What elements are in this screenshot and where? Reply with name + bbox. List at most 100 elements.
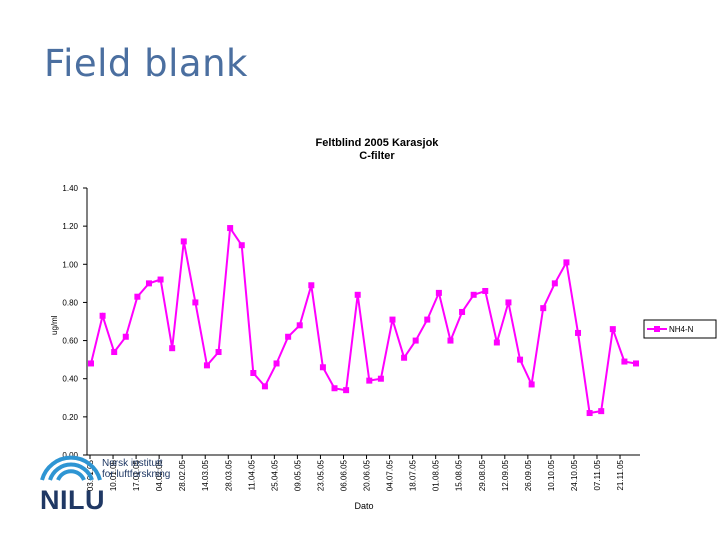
- data-point: [482, 287, 489, 294]
- data-point: [122, 333, 129, 340]
- data-point: [227, 225, 234, 232]
- x-tick-labels: 03.01.05 10.01.05 17.01.05 04.02.05 28.02.05…: [86, 459, 625, 491]
- data-point: [598, 408, 605, 415]
- y-tick-label: 1.40: [62, 184, 78, 193]
- x-tick-label: 06.06.05: [340, 459, 349, 491]
- y-axis-label: ug/ml: [50, 315, 59, 335]
- x-tick-label: 21.11.05: [616, 459, 625, 490]
- data-point: [563, 259, 570, 266]
- data-point: [343, 387, 350, 394]
- data-point: [203, 362, 210, 369]
- nilu-logo: NILU Norsk institutt for luftforskning: [36, 446, 176, 516]
- x-tick-label: 04.07.05: [386, 459, 395, 491]
- data-point: [528, 381, 535, 388]
- x-tick-label: 07.11.05: [593, 459, 602, 490]
- data-point: [180, 238, 187, 245]
- data-point: [145, 280, 152, 287]
- data-point: [493, 339, 500, 346]
- data-point: [169, 345, 176, 352]
- data-point: [586, 410, 593, 417]
- logo-line2: for luftforskning: [102, 469, 171, 480]
- y-tick-label: 0.60: [62, 337, 78, 346]
- data-point: [633, 360, 639, 367]
- y-tick-labels: 0.00 0.20 0.40 0.60 0.80 1.00 1.20 1.40: [62, 184, 78, 460]
- data-point: [261, 383, 268, 390]
- data-point: [215, 349, 222, 356]
- y-tick-label: 1.20: [62, 222, 78, 231]
- legend-marker: [654, 326, 660, 332]
- logo-arc-icon: [40, 455, 102, 481]
- data-point: [505, 299, 512, 306]
- data-point: [331, 385, 338, 392]
- data-point: [308, 282, 315, 289]
- data-point: [366, 377, 373, 384]
- data-point: [540, 305, 547, 312]
- x-tick-label: 26.09.05: [524, 459, 533, 491]
- data-point: [459, 308, 466, 315]
- x-tick-label: 04.02.05: [155, 459, 164, 491]
- x-tick-label: 23.05.05: [316, 459, 325, 491]
- y-tick-label: 0.20: [62, 413, 78, 422]
- data-point: [134, 293, 141, 300]
- y-tick-label: 0.40: [62, 375, 78, 384]
- logo-subtitle: Norsk institutt for luftforskning: [102, 458, 170, 480]
- x-tick-label: 09.05.05: [293, 459, 302, 491]
- data-point: [296, 322, 303, 329]
- legend-box: [643, 319, 717, 339]
- chart-title-block: Feltblind 2005 Karasjok C-filter: [300, 137, 454, 163]
- data-point: [354, 291, 361, 298]
- legend-label: NH4-N: [669, 325, 694, 334]
- chart-subtitle: C-filter: [359, 150, 395, 162]
- data-point: [99, 312, 106, 319]
- logo-line1: Norsk institutt: [102, 458, 163, 469]
- data-point: [551, 280, 558, 287]
- x-tick-label: 01.08.05: [432, 459, 441, 491]
- axes: [83, 187, 640, 459]
- x-tick-label: 11.04.05: [247, 459, 256, 490]
- x-tick-label: 28.03.05: [224, 459, 233, 491]
- data-point: [609, 326, 616, 333]
- data-point: [424, 316, 431, 323]
- data-point: [319, 364, 326, 371]
- x-tick-label: 29.08.05: [478, 459, 487, 491]
- data-point: [621, 358, 628, 365]
- x-tick-label: 10.10.05: [547, 459, 556, 491]
- data-point: [192, 299, 199, 306]
- legend: NH4-N: [643, 319, 717, 339]
- data-point: [575, 329, 582, 336]
- data-point: [157, 276, 164, 283]
- slide-title: Field blank: [44, 42, 248, 85]
- y-tick-label: 0.80: [62, 298, 78, 307]
- x-tick-label: 17.01.05: [132, 459, 141, 491]
- x-tick-label: 18.07.05: [409, 459, 418, 491]
- x-tick-label: 28.02.05: [178, 459, 187, 491]
- data-point: [285, 333, 292, 340]
- y-tick-label: 1.00: [62, 260, 78, 269]
- x-tick-label: 10.01.05: [109, 459, 118, 491]
- data-point: [389, 316, 396, 323]
- x-tick-label: 14.03.05: [201, 459, 210, 491]
- data-point: [377, 375, 384, 382]
- x-tick-label: 12.09.05: [501, 459, 510, 491]
- chart-title: Feltblind 2005 Karasjok: [315, 137, 439, 149]
- data-point: [412, 337, 419, 344]
- data-point: [250, 369, 257, 376]
- data-point: [401, 354, 408, 361]
- x-tick-label: 20.06.05: [363, 459, 372, 491]
- data-point: [470, 291, 477, 298]
- y-tick-label: 0.00: [62, 451, 78, 460]
- x-tick-label: 25.04.05: [270, 459, 279, 491]
- series-line-nh4-n: [90, 225, 637, 415]
- data-point: [238, 242, 245, 249]
- data-point: [447, 337, 454, 344]
- data-point: [517, 356, 524, 363]
- data-point: [111, 349, 118, 356]
- data-point: [435, 289, 442, 296]
- data-point: [273, 360, 280, 367]
- logo-name: NILU: [40, 485, 105, 515]
- x-axis-label: Dato: [354, 501, 373, 511]
- x-tick-label: 15.08.05: [455, 459, 464, 491]
- data-point: [88, 360, 94, 367]
- x-tick-label: 24.10.05: [570, 459, 579, 491]
